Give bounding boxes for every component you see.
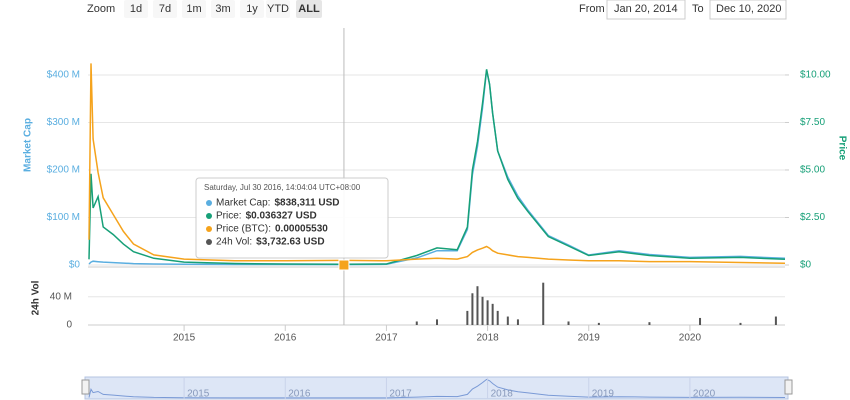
tooltip-label: 24h Vol:: [216, 237, 252, 248]
zoom-button-label[interactable]: ALL: [298, 3, 320, 15]
y-tick-label: $400 M: [47, 70, 80, 81]
tooltip-label: Market Cap:: [216, 198, 270, 209]
volume-bar: [774, 316, 777, 325]
navigator-handle[interactable]: [784, 379, 793, 395]
zoom-button-label[interactable]: 7d: [159, 3, 171, 15]
navigator-label: 2019: [592, 389, 615, 400]
volume-bar: [699, 317, 702, 325]
y2-tick-label: $10.00: [800, 70, 831, 81]
y-tick-label: 0: [66, 320, 72, 331]
volume-bar: [476, 286, 479, 325]
hover-marker: [338, 259, 350, 271]
volume-axis-title: 24h Vol: [31, 280, 42, 315]
x-tick-label: 2017: [375, 333, 398, 344]
volume-bar: [739, 322, 742, 325]
y2-tick-label: $5.00: [800, 165, 825, 176]
navigator-label: 2016: [288, 389, 311, 400]
zoom-button-label[interactable]: 1y: [246, 3, 258, 15]
y2-tick-label: $0: [800, 260, 812, 271]
navigator-label: 2020: [693, 389, 716, 400]
y-tick-label: $0: [69, 260, 81, 271]
y2-axis-title: Price: [836, 136, 847, 161]
navigator-line: [88, 378, 786, 399]
zoom-button[interactable]: [211, 0, 235, 18]
tooltip-bullet: [206, 239, 212, 245]
zoom-button[interactable]: [240, 0, 264, 18]
x-tick-label: 2020: [679, 333, 702, 344]
x-tick-label: 2019: [578, 333, 601, 344]
navigator-label: 2018: [491, 389, 514, 400]
volume-bar: [567, 321, 570, 325]
volume-bar: [648, 322, 651, 325]
tooltip-bullet: [206, 226, 212, 232]
x-tick-label: 2016: [274, 333, 297, 344]
volume-bar: [436, 319, 439, 325]
zoom-button[interactable]: [182, 0, 206, 18]
y-tick-label: $300 M: [47, 117, 80, 128]
zoom-button[interactable]: [153, 0, 177, 18]
from-label: From: [579, 3, 605, 15]
series-line: [88, 69, 786, 266]
tooltip-bullet: [206, 200, 212, 206]
volume-bar: [486, 300, 489, 325]
y-tick-label: 40 M: [50, 291, 72, 302]
zoom-button[interactable]: [124, 0, 148, 18]
y2-tick-label: $7.50: [800, 117, 825, 128]
volume-bar: [415, 321, 418, 325]
volume-bar: [471, 293, 474, 325]
tooltip-box: [195, 177, 389, 259]
series-line: [88, 63, 786, 265]
from-value[interactable]: Jan 20, 2014: [614, 3, 678, 15]
volume-bar: [491, 303, 494, 325]
from-input[interactable]: [606, 0, 686, 20]
tooltip-value: 0.00005530: [275, 224, 328, 235]
to-value[interactable]: Dec 10, 2020: [716, 3, 781, 15]
y-tick-label: $200 M: [47, 165, 80, 176]
x-tick-label: 2018: [476, 333, 499, 344]
to-input[interactable]: [709, 0, 787, 20]
tooltip-bullet: [206, 213, 212, 219]
zoom-button[interactable]: [266, 0, 290, 18]
y-tick-label: $100 M: [47, 212, 80, 223]
volume-bar: [496, 310, 499, 325]
zoom-button[interactable]: [296, 0, 322, 18]
navigator-handle[interactable]: [81, 379, 90, 395]
series-line: [88, 70, 786, 266]
tooltip-value: $3,732.63 USD: [256, 237, 324, 248]
volume-bar: [542, 282, 545, 325]
zoom-button-label[interactable]: 1d: [130, 3, 142, 15]
zoom-button-label[interactable]: 3m: [215, 3, 230, 15]
tooltip-value: $0.036327 USD: [246, 211, 317, 222]
zoom-label: Zoom: [87, 3, 115, 15]
volume-bar: [597, 322, 600, 325]
zoom-button-label[interactable]: 1m: [186, 3, 201, 15]
zoom-button-label[interactable]: YTD: [267, 3, 289, 15]
volume-bar: [516, 319, 519, 325]
navigator-label: 2015: [187, 389, 210, 400]
tooltip-value: $838,311 USD: [274, 198, 339, 209]
volume-bar: [481, 296, 484, 325]
tooltip-label: Price (BTC):: [216, 224, 271, 235]
tooltip-label: Price:: [216, 211, 242, 222]
y2-tick-label: $2.50: [800, 212, 825, 223]
x-tick-label: 2015: [173, 333, 196, 344]
volume-bar: [506, 316, 509, 325]
volume-bar: [466, 310, 469, 325]
y-axis-title: Market Cap: [23, 118, 34, 172]
to-label: To: [692, 3, 704, 15]
tooltip-title: Saturday, Jul 30 2016, 14:04:04 UTC+08:0…: [204, 183, 361, 192]
navigator-label: 2017: [389, 389, 412, 400]
